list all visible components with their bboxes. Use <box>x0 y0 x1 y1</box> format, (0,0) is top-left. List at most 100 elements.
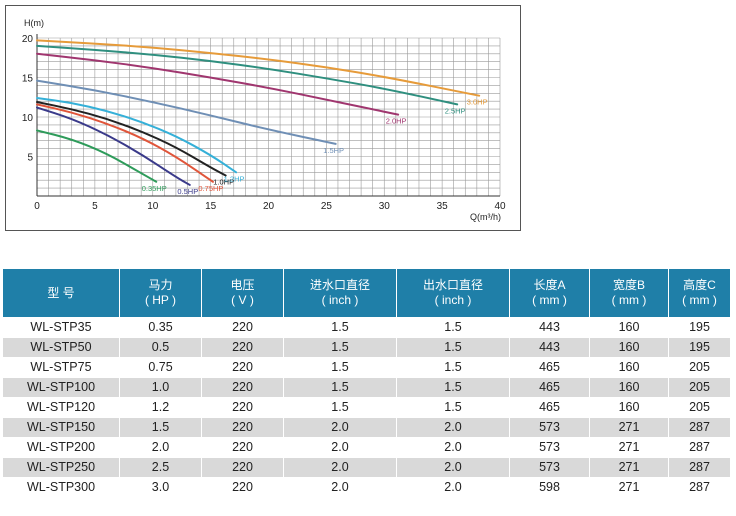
cell-height: 195 <box>668 317 731 338</box>
cell-outlet: 1.5 <box>396 397 510 418</box>
x-tick-label: 0 <box>34 201 40 212</box>
cell-outlet: 2.0 <box>396 437 510 458</box>
y-tick-label: 10 <box>22 113 34 124</box>
cell-voltage: 220 <box>201 477 284 498</box>
series-label: 3.0HP <box>467 98 488 107</box>
cell-voltage: 220 <box>201 357 284 378</box>
cell-horsepower: 0.35 <box>119 317 202 338</box>
series-line-0-75hp <box>36 103 214 183</box>
cell-inlet: 2.0 <box>283 457 397 478</box>
cell-height: 205 <box>668 357 731 378</box>
header-horsepower: 马力( HP ) <box>119 268 202 318</box>
pump-curve-chart-frame: 0 5 10 15 20 25 30 35 40 5 10 15 20 H(m) Q(m³/h) 0.35HP… <box>5 5 521 231</box>
cell-horsepower: 2.5 <box>119 457 202 478</box>
header-voltage: 电压( V ) <box>201 268 284 318</box>
cell-width: 160 <box>589 337 669 358</box>
table-row: WL-STP250 2.5 220 2.0 2.0 573 271 287 <box>2 457 731 478</box>
cell-inlet: 1.5 <box>283 397 397 418</box>
cell-outlet: 2.0 <box>396 457 510 478</box>
y-tick-label: 15 <box>22 74 34 85</box>
series-label: 0.75HP <box>198 184 223 193</box>
cell-model: WL-STP150 <box>2 417 120 438</box>
cell-height: 205 <box>668 377 731 398</box>
cell-width: 160 <box>589 377 669 398</box>
table-row: WL-STP200 2.0 220 2.0 2.0 573 271 287 <box>2 437 731 458</box>
x-tick-label: 30 <box>379 201 391 212</box>
header-row: 型 号 马力( HP ) 电压( V ) 进水口直径( inch ) 出水口直径… <box>2 268 731 318</box>
cell-width: 271 <box>589 437 669 458</box>
series-label: 1.0HP <box>213 177 234 186</box>
series-line-1-0hp <box>36 100 227 177</box>
header-height-c: 高度C( mm ) <box>668 268 731 318</box>
series-label: 0.5HP <box>177 187 198 196</box>
cell-voltage: 220 <box>201 417 284 438</box>
cell-inlet: 1.5 <box>283 317 397 338</box>
series-label: 2.5HP <box>445 106 466 115</box>
table-row: WL-STP100 1.0 220 1.5 1.5 465 160 205 <box>2 377 731 398</box>
spec-table-body: WL-STP35 0.35 220 1.5 1.5 443 160 195 WL-STP50 0.… <box>2 317 731 498</box>
cell-height: 205 <box>668 397 731 418</box>
cell-height: 195 <box>668 337 731 358</box>
cell-horsepower: 3.0 <box>119 477 202 498</box>
cell-voltage: 220 <box>201 377 284 398</box>
pump-curve-chart: 0 5 10 15 20 25 30 35 40 5 10 15 20 H(m) Q(m³/h) 0.35HP… <box>22 18 506 222</box>
cell-width: 271 <box>589 477 669 498</box>
cell-outlet: 1.5 <box>396 337 510 358</box>
cell-voltage: 220 <box>201 337 284 358</box>
cell-length: 465 <box>509 377 590 398</box>
cell-width: 160 <box>589 357 669 378</box>
cell-length: 573 <box>509 437 590 458</box>
cell-horsepower: 1.0 <box>119 377 202 398</box>
cell-outlet: 1.5 <box>396 317 510 338</box>
cell-height: 287 <box>668 457 731 478</box>
cell-voltage: 220 <box>201 397 284 418</box>
series-line-2-5hp <box>36 44 459 106</box>
cell-height: 287 <box>668 477 731 498</box>
cell-model: WL-STP250 <box>2 457 120 478</box>
table-row: WL-STP75 0.75 220 1.5 1.5 465 160 205 <box>2 357 731 378</box>
y-tick-label: 5 <box>27 153 33 164</box>
y-tick-label: 20 <box>22 34 34 45</box>
cell-inlet: 1.5 <box>283 377 397 398</box>
cell-model: WL-STP35 <box>2 317 120 338</box>
series-line-0-35hp <box>36 129 158 183</box>
cell-inlet: 1.5 <box>283 337 397 358</box>
x-tick-label: 10 <box>147 201 159 212</box>
cell-width: 271 <box>589 417 669 438</box>
series-label: 2.0HP <box>386 117 407 126</box>
x-tick-label: 15 <box>205 201 217 212</box>
header-outlet-diameter: 出水口直径( inch ) <box>396 268 510 318</box>
cell-inlet: 2.0 <box>283 417 397 438</box>
y-axis-label: H(m) <box>24 18 44 28</box>
cell-model: WL-STP100 <box>2 377 120 398</box>
table-row: WL-STP120 1.2 220 1.5 1.5 465 160 205 <box>2 397 731 418</box>
cell-voltage: 220 <box>201 457 284 478</box>
cell-outlet: 2.0 <box>396 477 510 498</box>
series-line-0-5hp <box>36 106 191 186</box>
cell-height: 287 <box>668 417 731 438</box>
series-line-1-2hp <box>36 97 238 174</box>
cell-width: 160 <box>589 397 669 418</box>
table-row: WL-STP300 3.0 220 2.0 2.0 598 271 287 <box>2 477 731 498</box>
header-model: 型 号 <box>2 268 120 318</box>
series-label: 1.2HP <box>224 174 245 183</box>
x-tick-label: 35 <box>437 201 449 212</box>
series-label: 1.5HP <box>323 146 344 155</box>
series-label: 0.35HP <box>142 184 167 193</box>
cell-width: 271 <box>589 457 669 478</box>
series-line-1-5hp <box>36 79 337 145</box>
header-inlet-diameter: 进水口直径( inch ) <box>283 268 397 318</box>
cell-length: 573 <box>509 457 590 478</box>
cell-inlet: 2.0 <box>283 477 397 498</box>
cell-model: WL-STP300 <box>2 477 120 498</box>
cell-length: 573 <box>509 417 590 438</box>
series-line-3-0hp <box>36 39 481 97</box>
table-row: WL-STP35 0.35 220 1.5 1.5 443 160 195 <box>2 317 731 338</box>
cell-length: 465 <box>509 397 590 418</box>
cell-outlet: 1.5 <box>396 357 510 378</box>
cell-length: 443 <box>509 317 590 338</box>
cell-inlet: 1.5 <box>283 357 397 378</box>
series-line-2-0hp <box>36 52 400 116</box>
cell-voltage: 220 <box>201 317 284 338</box>
x-tick-label: 40 <box>494 201 506 212</box>
